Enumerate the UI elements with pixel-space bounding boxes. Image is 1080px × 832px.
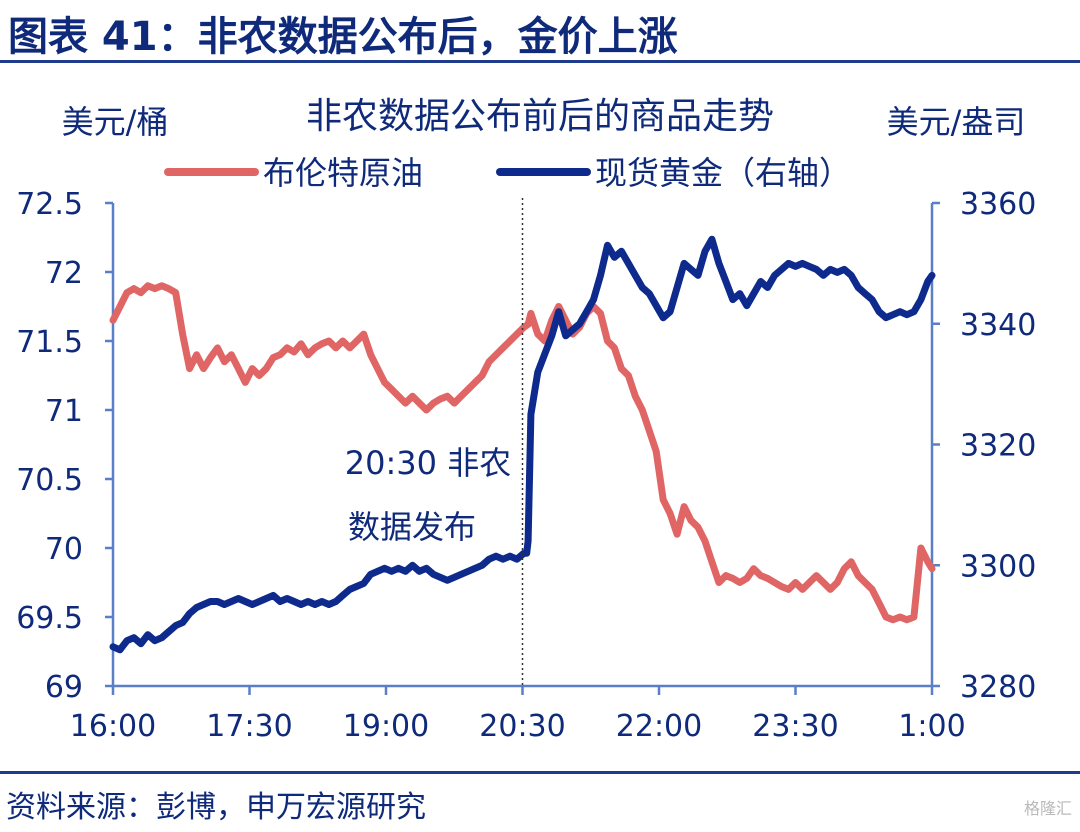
- legend-label-brent: 布伦特原油: [263, 154, 423, 192]
- y-left-tick-label: 72.5: [16, 187, 83, 222]
- y-axis-left-label: 美元/桶: [62, 103, 169, 141]
- chart-series: [109, 235, 936, 654]
- event-annotation-line1: 20:30 非农: [345, 444, 511, 482]
- x-tick-label: 22:00: [616, 709, 702, 744]
- y-right-tick-label: 3280: [960, 670, 1036, 705]
- y-left-tick-label: 72: [45, 256, 83, 291]
- series-line-brent: [109, 282, 936, 624]
- chart-ticks: 72.5 72 71.5 71 70.5 70 69.5 69 3360 3340 3320 3300…: [16, 187, 1036, 744]
- title-divider: [0, 60, 1080, 63]
- x-tick-label: 17:30: [206, 709, 292, 744]
- figure-title: 图表 41：非农数据公布后，金价上涨: [8, 14, 678, 60]
- event-annotation-line2: 数据发布: [348, 508, 476, 546]
- series-line-gold: [109, 235, 936, 654]
- x-tick-label: 1:00: [898, 709, 965, 744]
- watermark-logo: 格隆汇: [1023, 799, 1072, 818]
- x-tick-label: 16:00: [70, 709, 156, 744]
- y-left-tick-label: 70.5: [16, 463, 83, 498]
- y-axis-right-label: 美元/盎司: [887, 103, 1026, 141]
- chart-canvas: 72.5 72 71.5 71 70.5 70 69.5 69 3360 3340 3320 3300…: [16, 96, 1036, 744]
- y-left-tick-label: 71: [45, 394, 83, 429]
- y-left-tick-label: 70: [45, 532, 83, 567]
- y-right-tick-label: 3320: [960, 429, 1036, 464]
- y-right-tick-label: 3340: [960, 308, 1036, 343]
- x-tick-label: 20:30: [479, 709, 565, 744]
- source-divider: [0, 771, 1080, 774]
- x-tick-label: 23:30: [752, 709, 838, 744]
- source-note: 资料来源：彭博，申万宏源研究: [6, 790, 426, 825]
- y-left-tick-label: 69: [45, 670, 83, 705]
- chart-legend: 布伦特原油 现货黄金（右轴）: [164, 154, 851, 192]
- y-left-tick-label: 69.5: [16, 601, 83, 636]
- y-left-tick-label: 71.5: [16, 325, 83, 360]
- legend-label-gold: 现货黄金（右轴）: [595, 154, 851, 192]
- chart-title: 非农数据公布前后的商品走势: [306, 96, 774, 137]
- x-tick-label: 19:00: [343, 709, 429, 744]
- y-right-tick-label: 3360: [960, 187, 1036, 222]
- y-right-tick-label: 3300: [960, 549, 1036, 584]
